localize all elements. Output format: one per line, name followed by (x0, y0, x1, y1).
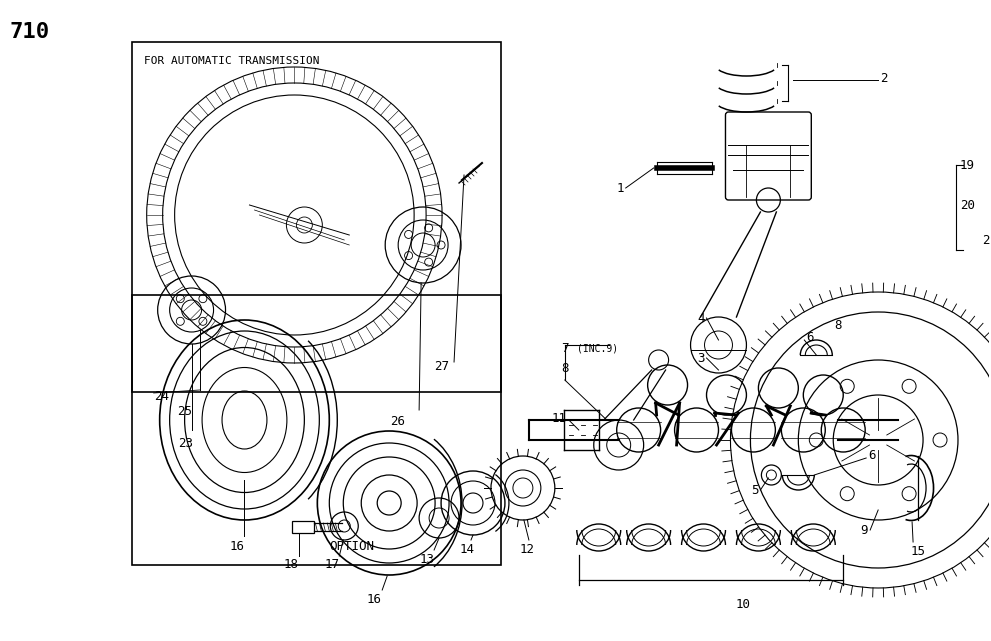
Text: 12: 12 (519, 543, 534, 556)
Text: 16: 16 (230, 540, 245, 553)
Text: 4: 4 (697, 312, 705, 324)
Text: 5: 5 (751, 483, 758, 497)
Text: 15: 15 (911, 545, 926, 558)
Text: 17: 17 (325, 558, 340, 571)
Text: 13: 13 (419, 553, 435, 566)
Text: 6: 6 (807, 331, 814, 344)
Text: 710: 710 (10, 22, 51, 42)
Bar (132, 295, 500, 565)
Text: 26: 26 (389, 415, 404, 428)
Text: 2: 2 (982, 233, 989, 247)
Text: (INC.9): (INC.9) (577, 343, 618, 353)
Text: 2: 2 (880, 72, 888, 85)
Text: 14: 14 (460, 543, 475, 556)
Text: 9: 9 (860, 524, 868, 537)
Text: 19: 19 (960, 158, 975, 172)
Text: 20: 20 (960, 199, 975, 212)
Text: 27: 27 (435, 360, 450, 373)
Text: 8: 8 (561, 362, 569, 374)
Bar (132, 42, 500, 392)
Text: 25: 25 (176, 405, 191, 418)
Text: 23: 23 (178, 437, 193, 450)
Text: 10: 10 (736, 598, 751, 611)
Text: 3: 3 (697, 351, 705, 365)
Text: 11: 11 (552, 412, 567, 424)
Text: 16: 16 (367, 593, 382, 606)
Text: 7: 7 (561, 342, 569, 354)
Text: 6: 6 (868, 449, 876, 462)
Text: OPTION: OPTION (329, 540, 375, 553)
Text: 8: 8 (834, 319, 841, 331)
Text: 24: 24 (154, 390, 168, 403)
Text: 1: 1 (616, 181, 623, 194)
Text: FOR AUTOMATIC TRANSMISSION: FOR AUTOMATIC TRANSMISSION (144, 56, 319, 66)
Bar (292, 521, 314, 533)
Text: 18: 18 (283, 558, 299, 571)
